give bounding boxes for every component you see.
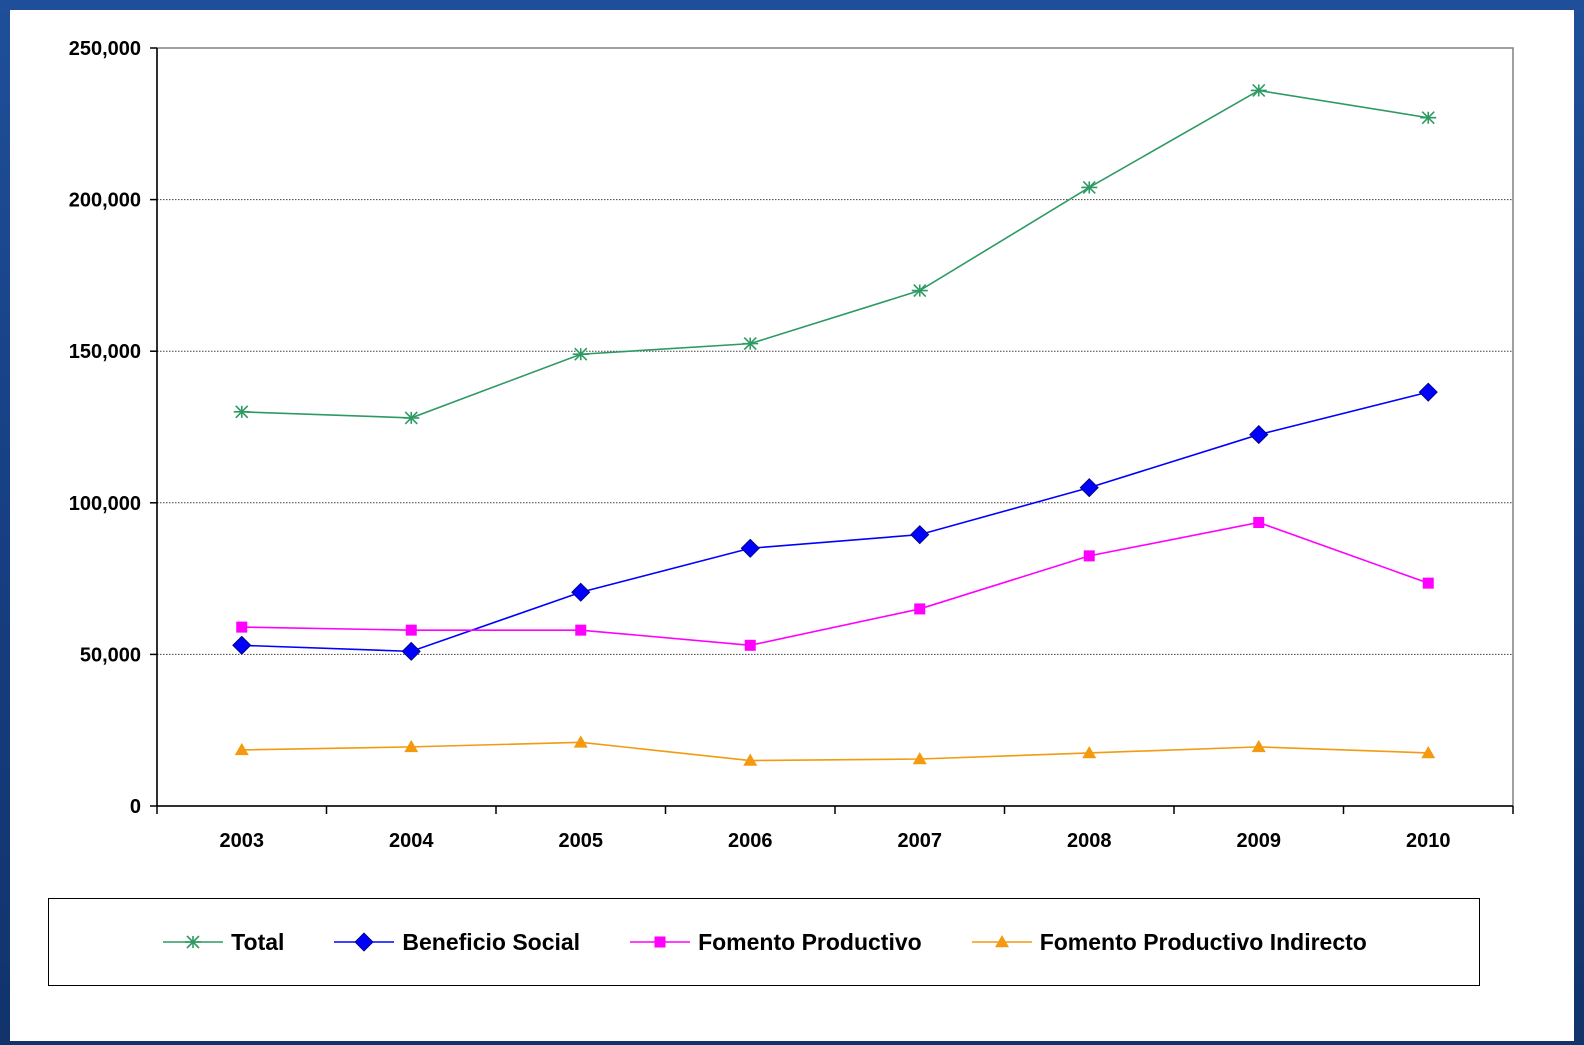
legend-swatch-beneficio-social — [334, 932, 395, 952]
data-point-beneficio-social — [571, 582, 591, 602]
legend-label: Fomento Productivo Indirecto — [1039, 928, 1367, 955]
data-point-fomento-productivo-indirecto — [573, 735, 588, 748]
data-point-total — [1250, 83, 1267, 98]
legend-marker-fomento-productivo — [654, 936, 666, 948]
data-point-total — [911, 283, 928, 298]
data-point-beneficio-social — [740, 538, 760, 558]
y-tick-label: 50,000 — [80, 644, 141, 666]
x-tick-label: 2003 — [220, 830, 265, 852]
data-point-fomento-productivo-indirecto — [1421, 745, 1436, 759]
series-line-total — [241, 89, 1429, 419]
data-point-fomento-productivo-indirecto — [404, 739, 419, 753]
data-point-fomento-productivo — [405, 624, 417, 636]
data-point-fomento-productivo — [1083, 550, 1095, 562]
x-tick-label: 2004 — [389, 830, 434, 852]
legend-label: Fomento Productivo — [698, 928, 922, 955]
series-line-beneficio-social — [241, 391, 1429, 653]
legend-marker-fomento-productivo-indirecto — [994, 935, 1009, 948]
plot-area — [156, 47, 1514, 807]
series-line-fomento-productivo — [241, 521, 1429, 647]
legend: Total Beneficio Social Fomento Productivo F… — [48, 898, 1480, 986]
data-point-total — [1081, 180, 1098, 195]
x-tick-label: 2005 — [559, 830, 604, 852]
data-point-fomento-productivo-indirecto — [912, 752, 927, 765]
data-point-fomento-productivo-indirecto — [1251, 739, 1266, 753]
legend-item-beneficio-social: Beneficio Social — [332, 929, 580, 956]
y-tick-label: 100,000 — [69, 493, 141, 515]
series-beneficio-social — [232, 382, 1438, 661]
data-point-fomento-productivo — [744, 639, 756, 651]
data-point-total — [572, 347, 589, 361]
data-point-total — [1420, 111, 1437, 125]
data-point-beneficio-social — [401, 641, 421, 661]
data-point-beneficio-social — [1249, 425, 1269, 445]
legend-swatch-total — [163, 935, 224, 949]
legend-item-fomento-productivo: Fomento Productivo — [628, 929, 922, 956]
series-total — [233, 83, 1437, 425]
legend-label: Beneficio Social — [402, 928, 581, 955]
legend-item-total: Total — [161, 929, 284, 956]
legend-marker-total — [185, 935, 202, 949]
x-tick-label: 2008 — [1067, 830, 1112, 852]
line-chart: 0 50,000 100,000 150,000 200,000 250,000 2003 2… — [69, 38, 1514, 852]
y-tick-label: 0 — [130, 796, 141, 818]
legend-swatch-fomento-productivo-indirecto — [971, 935, 1032, 948]
data-point-beneficio-social — [1418, 382, 1438, 402]
x-tick-label: 2006 — [728, 830, 773, 852]
data-point-fomento-productivo-indirecto — [234, 742, 249, 756]
series-line-fomento-productivo-indirecto — [241, 741, 1429, 762]
data-point-beneficio-social — [1079, 478, 1099, 498]
data-point-fomento-productivo — [1422, 577, 1434, 589]
data-point-fomento-productivo — [914, 603, 926, 615]
legend-swatch-fomento-productivo — [630, 936, 691, 948]
y-tick-label: 250,000 — [69, 38, 141, 60]
data-point-fomento-productivo-indirecto — [743, 753, 758, 766]
series-fomento-productivo — [236, 517, 1434, 651]
x-tick-label: 2010 — [1406, 830, 1451, 852]
data-point-total — [233, 405, 250, 419]
legend-item-fomento-productivo-indirecto: Fomento Productivo Indirecto — [970, 929, 1367, 956]
x-tick-label: 2009 — [1237, 830, 1282, 852]
legend-label: Total — [231, 928, 285, 955]
data-point-fomento-productivo-indirecto — [1082, 745, 1097, 759]
data-point-beneficio-social — [910, 525, 930, 545]
data-point-fomento-productivo — [236, 621, 248, 633]
x-tick-label: 2007 — [898, 830, 943, 852]
legend-marker-beneficio-social — [354, 932, 374, 952]
y-tick-label: 150,000 — [69, 341, 141, 363]
data-point-total — [403, 411, 420, 425]
chart-panel: 0 50,000 100,000 150,000 200,000 250,000 2003 2… — [10, 10, 1574, 1041]
data-point-beneficio-social — [232, 635, 252, 655]
data-point-fomento-productivo — [1253, 517, 1265, 529]
y-tick-label: 200,000 — [69, 190, 141, 212]
data-point-fomento-productivo — [575, 624, 587, 636]
data-point-total — [742, 337, 759, 351]
series-fomento-productivo-indirecto — [234, 735, 1436, 766]
